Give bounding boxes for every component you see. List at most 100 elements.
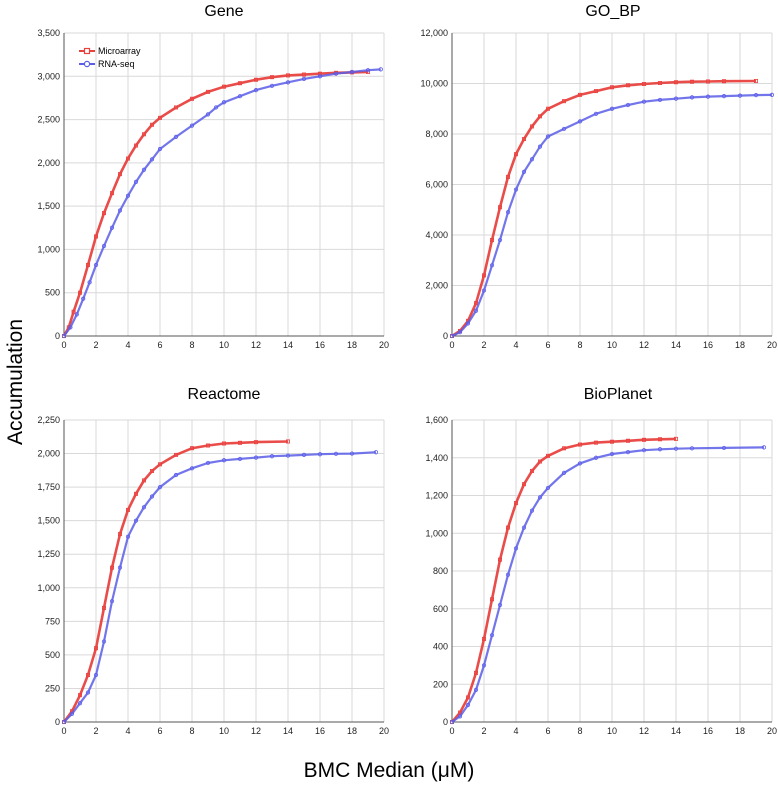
- data-point: [538, 459, 543, 464]
- data-point: [562, 446, 567, 451]
- y-tick-label: 6,000: [425, 180, 448, 190]
- series-microarray: [449, 436, 679, 725]
- data-point: [301, 72, 306, 77]
- data-point: [81, 296, 86, 301]
- y-tick-label: 3,000: [37, 71, 60, 81]
- data-point: [68, 325, 73, 330]
- y-tick-label: 1,250: [37, 549, 60, 559]
- data-point: [237, 456, 243, 462]
- data-point: [530, 124, 535, 129]
- x-tick-label: 4: [513, 340, 518, 350]
- data-point: [205, 112, 211, 117]
- data-point: [593, 455, 599, 460]
- data-point: [562, 99, 567, 104]
- data-point: [505, 174, 510, 179]
- data-point: [189, 96, 194, 101]
- data-point: [189, 123, 195, 128]
- legend-marker-circle: [83, 60, 91, 68]
- data-point: [253, 455, 259, 460]
- y-tick-label: 1,000: [37, 244, 60, 254]
- data-point: [761, 445, 767, 450]
- data-point: [522, 137, 527, 142]
- data-point: [642, 82, 647, 87]
- series-line: [451, 93, 773, 337]
- y-tick-label: 3,500: [37, 28, 60, 38]
- data-point: [221, 84, 226, 89]
- data-point: [109, 225, 115, 230]
- data-point: [85, 690, 91, 695]
- data-point: [489, 633, 495, 638]
- data-point: [465, 695, 470, 700]
- data-point: [205, 443, 210, 448]
- data-point: [133, 518, 139, 523]
- chart-panel-0: Gene 0 500 1,000 1,500 2,000 2,500 3,000 3,500 0 2…: [37, 3, 389, 350]
- data-point: [378, 67, 383, 72]
- data-point: [61, 333, 67, 339]
- y-tick-label: 400: [433, 642, 448, 652]
- y-tick-label: 1,600: [425, 415, 448, 425]
- series-line: [451, 446, 765, 723]
- y-tick-label: 2,000: [425, 281, 448, 291]
- data-point: [74, 312, 79, 317]
- data-point: [529, 508, 535, 513]
- data-point: [125, 193, 131, 198]
- y-tick-label: 1,400: [425, 453, 448, 463]
- data-point: [505, 525, 510, 530]
- data-point: [473, 308, 479, 313]
- data-point: [673, 96, 679, 101]
- data-point: [157, 485, 163, 490]
- data-point: [530, 468, 535, 473]
- panel-title: Reactome: [188, 386, 261, 403]
- series-rna-seq: [61, 450, 379, 725]
- data-point: [689, 95, 695, 100]
- data-point: [86, 263, 91, 268]
- data-point: [109, 599, 115, 604]
- data-point: [126, 156, 131, 161]
- data-point: [149, 494, 155, 499]
- x-tick-label: 8: [577, 726, 582, 736]
- data-point: [205, 89, 210, 94]
- x-tick-label: 8: [189, 340, 194, 350]
- data-point: [609, 106, 615, 111]
- data-point: [285, 453, 291, 458]
- x-tick-label: 18: [735, 726, 745, 736]
- y-tick-label: 12,000: [420, 28, 448, 38]
- data-point: [609, 451, 615, 457]
- data-point: [173, 134, 179, 139]
- data-point: [221, 441, 226, 446]
- chart-panel-3: BioPlanet02004006008001,0001,2001,4001,6…: [425, 386, 777, 736]
- x-tick-label: 2: [481, 340, 486, 350]
- y-tick-label: 2,500: [37, 115, 60, 125]
- data-point: [546, 106, 551, 111]
- data-point: [93, 262, 99, 268]
- data-point: [449, 333, 455, 339]
- data-point: [769, 92, 775, 97]
- data-point: [497, 557, 502, 562]
- legend: Microarray RNA-seq: [79, 46, 141, 69]
- data-point: [473, 687, 479, 693]
- data-point: [71, 309, 76, 314]
- data-point: [753, 93, 759, 98]
- data-point: [538, 114, 543, 119]
- x-tick-label: 18: [347, 726, 357, 736]
- data-point: [513, 187, 519, 192]
- data-point: [189, 446, 194, 451]
- data-point: [133, 179, 139, 185]
- data-point: [626, 438, 631, 443]
- x-tick-label: 14: [283, 726, 293, 736]
- series-microarray: [62, 69, 370, 338]
- data-point: [149, 469, 154, 474]
- data-point: [625, 449, 631, 455]
- data-point: [173, 105, 178, 110]
- x-tick-label: 16: [315, 340, 325, 350]
- y-tick-label: 200: [433, 679, 448, 689]
- data-point: [457, 330, 463, 335]
- series-rna-seq: [61, 67, 383, 339]
- x-tick-label: 6: [157, 340, 162, 350]
- data-point: [721, 94, 727, 99]
- data-point: [514, 501, 519, 506]
- data-point: [237, 440, 242, 445]
- data-point: [301, 76, 307, 81]
- x-tick-label: 12: [251, 340, 261, 350]
